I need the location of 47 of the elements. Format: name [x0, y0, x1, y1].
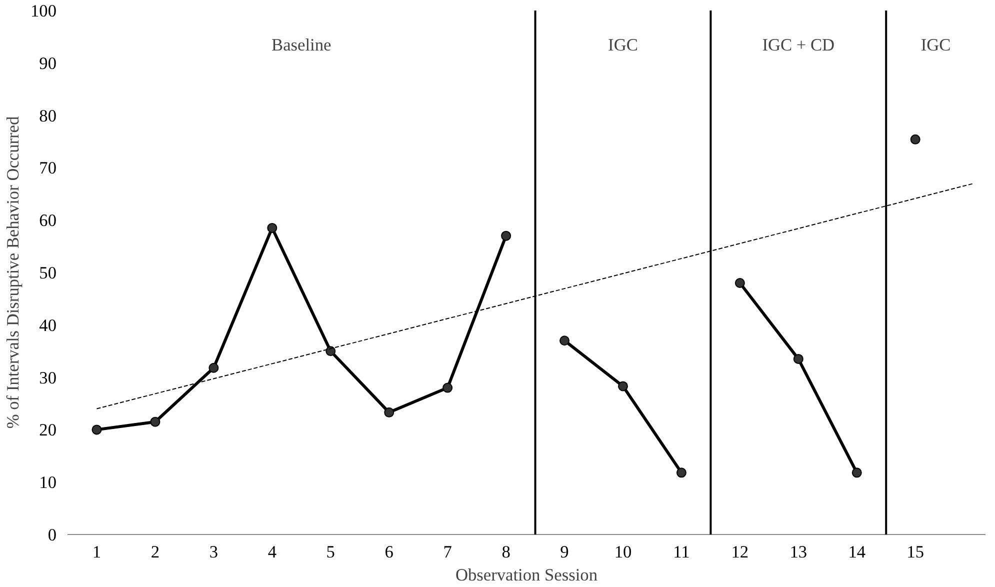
point	[92, 424, 102, 435]
annotation: Baseline	[272, 36, 332, 54]
x-tick-label: 9	[560, 542, 569, 562]
y-tick-label: 60	[39, 211, 56, 230]
y-tick-label: 20	[39, 420, 56, 440]
x-tick-label: 5	[326, 542, 335, 562]
x-tick-label: 3	[209, 542, 218, 562]
point	[208, 362, 219, 373]
annotation: IGC + CD	[762, 36, 835, 54]
x-tick-label: 2	[150, 542, 160, 562]
y-axis-title: % of Intervals Disruptive Behavior Occurred	[4, 116, 23, 429]
y-tick-label: 0	[48, 526, 57, 544]
x-tick-label: 8	[502, 542, 510, 562]
x-tick-label: 15	[906, 542, 924, 562]
x-tick-label: 10	[614, 542, 632, 562]
x-tick-label: 12	[731, 542, 749, 562]
point	[326, 346, 336, 356]
y-tick-label: 30	[39, 368, 56, 388]
x-tick-label: 11	[673, 542, 690, 562]
y-tick-label: 40	[39, 316, 56, 335]
point	[910, 134, 920, 144]
y-tick-label: 80	[39, 106, 56, 126]
point	[793, 354, 804, 364]
point	[442, 382, 453, 393]
x-axis-title: Observation Session	[456, 566, 598, 584]
y-tick-label: 90	[39, 54, 56, 73]
x-tick-label: 13	[790, 542, 808, 562]
y-tick-label: 100	[30, 2, 57, 20]
point	[267, 222, 278, 233]
point	[384, 407, 394, 418]
x-tick-label: 4	[268, 542, 277, 562]
annotation: IGC	[920, 36, 951, 54]
y-tick-label: 50	[39, 264, 56, 282]
point	[618, 381, 628, 392]
point	[734, 278, 745, 288]
y-tick-label: 70	[39, 158, 56, 178]
point	[150, 416, 160, 427]
point	[501, 230, 512, 241]
y-tick-label: 10	[39, 473, 56, 492]
point	[676, 468, 686, 478]
x-tick-label: 14	[848, 542, 866, 562]
x-tick-label: 6	[384, 542, 394, 562]
point	[852, 468, 862, 478]
annotation: IGC	[608, 36, 638, 54]
x-tick-label: 1	[92, 542, 102, 562]
x-tick-label: 7	[443, 542, 452, 562]
point	[560, 336, 570, 346]
